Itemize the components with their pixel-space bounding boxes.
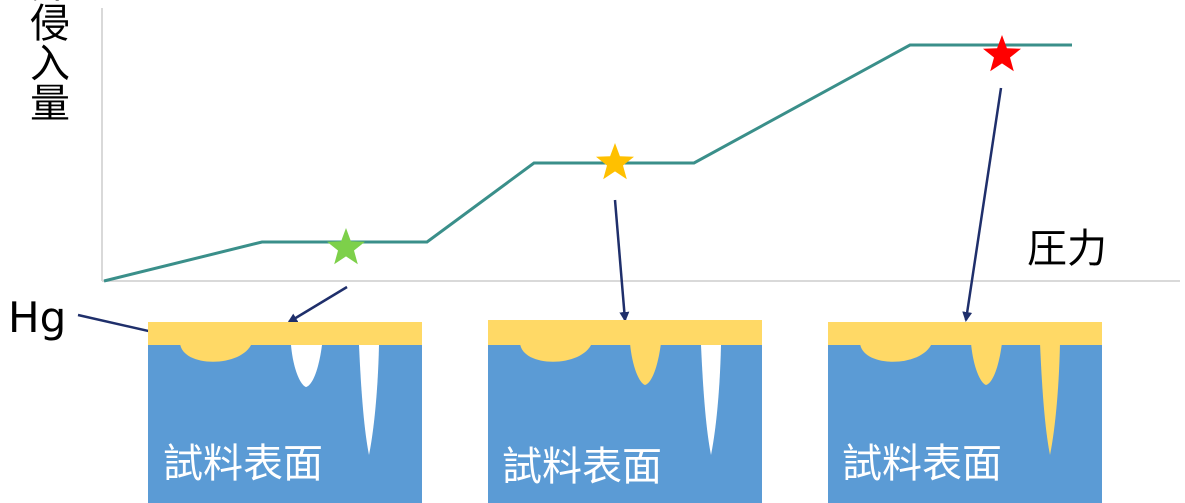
x-axis-label: 圧力 [1027,226,1107,272]
pore-filled [520,343,592,362]
y-axis-label: 積算侵入量 [23,0,70,122]
mercury-layer [148,322,422,345]
panel-label: 試料表面 [842,441,1002,487]
star-marker-red [983,35,1021,72]
pore-filled [860,343,932,362]
star-marker-yellow [596,143,634,180]
arrow-green-to-panel1 [287,285,348,324]
pore-filled [971,343,1002,385]
panel-label: 試料表面 [163,441,323,487]
intrusion-curve [103,43,1072,283]
pore-filled [180,343,252,362]
sample-panel-1: 試料表面 [148,322,422,503]
mercury-layer [488,320,762,345]
hg-label: Hg [8,293,66,342]
pore-empty [291,345,322,387]
sample-panel-2: 試料表面 [488,320,762,503]
mercury-layer [828,322,1102,345]
pore-filled [1040,343,1060,455]
pore-empty [359,345,379,455]
sample-panel-3: 試料表面 [828,322,1102,503]
pore-filled [630,343,661,385]
star-marker-green [327,228,365,265]
arrow-red-to-panel3 [962,87,1003,322]
pore-empty [701,345,721,455]
panel-label: 試料表面 [502,444,662,490]
arrow-yellow-to-panel2 [613,199,630,322]
